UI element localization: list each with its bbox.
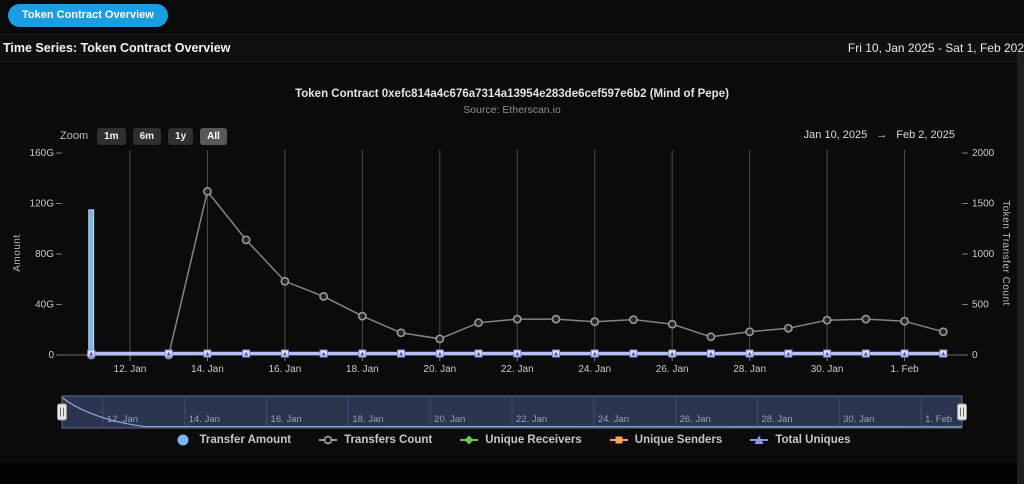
chart-title: Token Contract 0xefc814a4c676a7314a13954… [295,88,729,100]
vertical-scrollbar[interactable] [1017,52,1024,484]
legend-item-transfers-count[interactable]: Transfers Count [318,434,432,446]
zoom-controls: Zoom 1m 6m 1y All [60,126,227,146]
transfers-count-marker[interactable] [822,315,832,325]
date-range-display: Jan 10, 2025 → Feb 2, 2025 [804,129,955,141]
transfers-count-marker[interactable] [900,316,909,326]
svg-text:30. Jan: 30. Jan [811,364,844,375]
y-axis-title-right: Token Transfer Count [1000,200,1011,306]
svg-text:24. Jan: 24. Jan [578,364,611,375]
svg-text:0: 0 [972,350,978,361]
y-axis-title-left: Amount [12,234,23,271]
top-toolbar: Token Contract Overview [0,0,1024,32]
line-circle-icon [319,435,338,445]
legend-label: Unique Senders [634,434,723,446]
svg-text:80G: 80G [35,249,54,260]
line-triangle-icon [750,435,769,444]
transfers-count-marker[interactable] [474,318,483,328]
legend-label: Unique Receivers [485,434,582,446]
range-arrow-icon: → [876,129,888,141]
legend-item-unique-receivers[interactable]: Unique Receivers [459,434,582,446]
transfers-count-marker[interactable] [783,323,793,333]
svg-text:22. Jan: 22. Jan [501,364,534,375]
svg-text:12. Jan: 12. Jan [107,414,138,425]
svg-text:18. Jan: 18. Jan [346,364,379,375]
svg-text:500: 500 [972,300,989,311]
page-title: Time Series: Token Contract Overview [3,41,231,55]
svg-text:160G: 160G [30,148,55,159]
transfers-count-marker[interactable] [745,327,755,337]
svg-text:14. Jan: 14. Jan [189,414,220,425]
svg-text:16. Jan: 16. Jan [271,414,302,425]
legend-label: Transfer Amount [199,434,292,446]
svg-text:120G: 120G [30,199,55,210]
svg-text:2000: 2000 [972,148,995,159]
transfers-count-marker[interactable] [319,292,329,301]
transfers-count-marker[interactable] [280,276,290,286]
transfers-count-marker[interactable] [396,328,406,338]
transfer-amount-bar[interactable] [88,209,95,356]
range-to[interactable]: Feb 2, 2025 [896,129,955,141]
transfers-count-marker[interactable] [667,319,677,329]
range-from[interactable]: Jan 10, 2025 [803,129,868,141]
legend-item-transfer-amount[interactable]: Transfer Amount [173,434,291,446]
navigator[interactable]: 12. Jan 14. Jan 16. Jan 18. Jan 20. Jan 22. J… [57,395,967,429]
series-transfer-amount [88,209,95,356]
transfers-count-marker[interactable] [590,317,600,327]
zoom-button-1y[interactable]: 1y [168,127,194,145]
svg-text:1500: 1500 [972,199,995,210]
token-contract-overview-button[interactable]: Token Contract Overview [8,4,168,27]
svg-text:28. Jan: 28. Jan [733,364,766,375]
transfers-count-marker[interactable] [357,311,367,321]
svg-text:18. Jan: 18. Jan [352,414,383,425]
line-square-icon [609,436,628,444]
line-diamond-icon [460,435,479,445]
navigator-handle-left[interactable] [57,403,67,421]
svg-text:40G: 40G [35,300,54,311]
header-date-range: Fri 10, Jan 2025 - Sat 1, Feb 202 [847,41,1024,55]
legend-label: Transfers Count [344,434,433,446]
svg-text:30. Jan: 30. Jan [843,414,874,425]
legend-item-total-uniques[interactable]: Total Uniques [749,434,851,446]
svg-text:16. Jan: 16. Jan [268,364,301,375]
y-axes: 0 40G 80G 120G 160G 0 500 1000 1500 2000 Amount Tok… [12,148,1011,361]
svg-text:26. Jan: 26. Jan [656,364,689,375]
transfers-count-marker[interactable] [241,235,251,245]
svg-text:12. Jan: 12. Jan [114,364,147,375]
transfers-count-marker[interactable] [435,334,445,344]
transfers-count-marker[interactable] [861,314,871,324]
svg-text:22. Jan: 22. Jan [516,414,547,425]
transfers-count-marker[interactable] [551,314,561,324]
header-bar: Time Series: Token Contract Overview Fri… [0,34,1024,62]
series-total-uniques [87,349,948,358]
chart-subtitle: Source: Etherscan.io [463,104,561,116]
circle-icon [177,434,189,446]
bottom-strip [0,463,1024,484]
svg-text:1. Feb: 1. Feb [890,364,919,375]
transfers-count-marker[interactable] [629,315,638,325]
navigator-handle-right[interactable] [957,403,967,421]
transfers-count-marker[interactable] [512,314,522,324]
svg-text:24. Jan: 24. Jan [598,414,629,425]
svg-text:26. Jan: 26. Jan [680,414,711,425]
transfers-count-marker[interactable] [706,332,716,342]
svg-text:1000: 1000 [972,249,995,260]
svg-text:28. Jan: 28. Jan [761,414,792,425]
svg-text:0: 0 [48,350,54,361]
zoom-label: Zoom [60,130,89,142]
transfers-count-marker[interactable] [938,327,948,337]
transfers-count-marker[interactable] [203,186,212,196]
chart-legend: Transfer Amount Transfers Count Unique Rec… [0,434,1024,446]
zoom-button-6m[interactable]: 6m [132,127,162,145]
x-gridlines: 12. Jan 14. Jan 16. Jan 18. Jan 20. Jan 22. J… [114,150,919,375]
zoom-button-all[interactable]: All [200,127,227,145]
svg-text:20. Jan: 20. Jan [434,414,465,425]
legend-item-unique-senders[interactable]: Unique Senders [609,434,723,446]
svg-text:14. Jan: 14. Jan [191,364,224,375]
navigator-series-line [61,397,963,428]
zoom-button-1m[interactable]: 1m [97,127,126,145]
svg-text:1. Feb: 1. Feb [925,414,952,425]
legend-label: Total Uniques [775,434,851,446]
svg-text:20. Jan: 20. Jan [423,364,456,375]
